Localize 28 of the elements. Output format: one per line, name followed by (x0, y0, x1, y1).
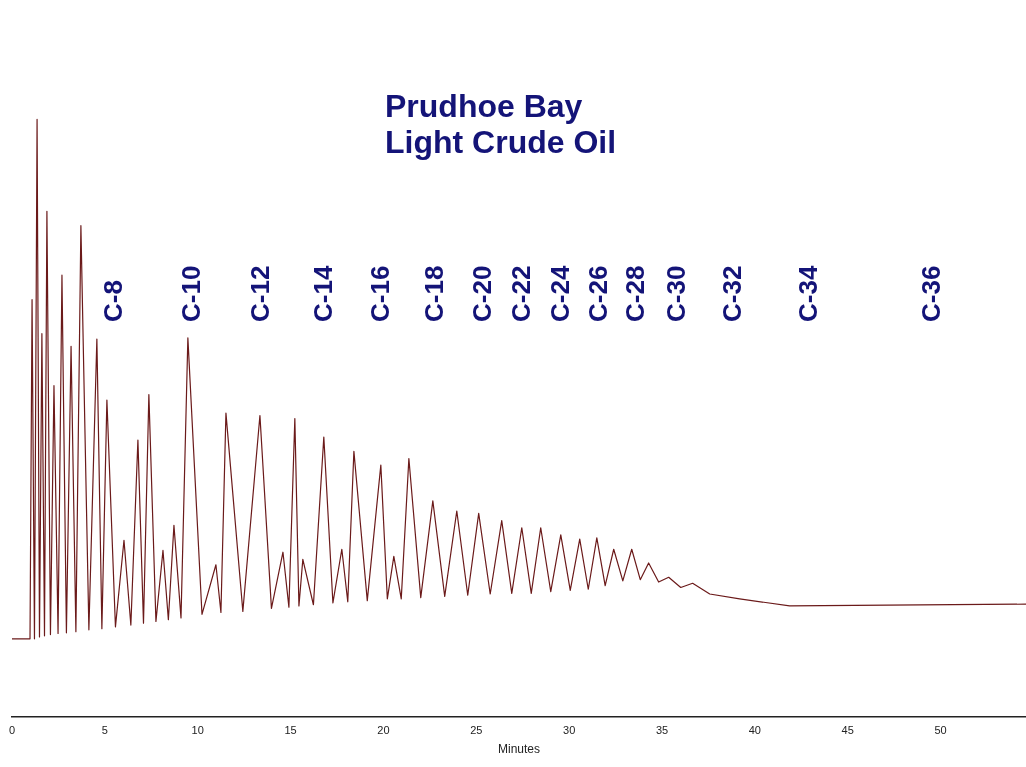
x-tick-label: 15 (284, 724, 297, 737)
annotation: C-28 (620, 265, 651, 322)
annotation: C-18 (419, 265, 450, 322)
annotation: C-24 (545, 265, 576, 322)
x-tick-label: 25 (470, 724, 483, 737)
annotation: C-30 (661, 265, 692, 322)
annotation: C-32 (717, 265, 748, 322)
annotation: C-12 (245, 265, 276, 322)
annotation: C-20 (467, 265, 498, 322)
x-tick-label: 10 (191, 724, 204, 737)
annotation: C-34 (793, 265, 824, 322)
annotation: C-16 (365, 265, 396, 322)
x-tick-label: 45 (841, 724, 854, 737)
annotation: C-22 (506, 265, 537, 322)
annotation: C-8 (98, 280, 129, 322)
x-axis-title: Minutes (497, 742, 541, 757)
x-tick-label: 35 (655, 724, 669, 737)
x-tick-label: 30 (563, 724, 576, 737)
annotation: C-36 (916, 265, 947, 322)
x-tick-label: 50 (934, 724, 947, 737)
x-tick-label: 20 (377, 724, 390, 737)
chart-title: Prudhoe Bay Light Crude Oil (385, 88, 617, 160)
annotation: C-26 (583, 265, 614, 322)
x-tick-label: 0 (8, 724, 16, 737)
x-tick-label: 40 (748, 724, 761, 737)
annotation: C-10 (176, 265, 207, 322)
x-tick-label: 5 (101, 724, 108, 737)
annotation: C-14 (308, 265, 339, 322)
